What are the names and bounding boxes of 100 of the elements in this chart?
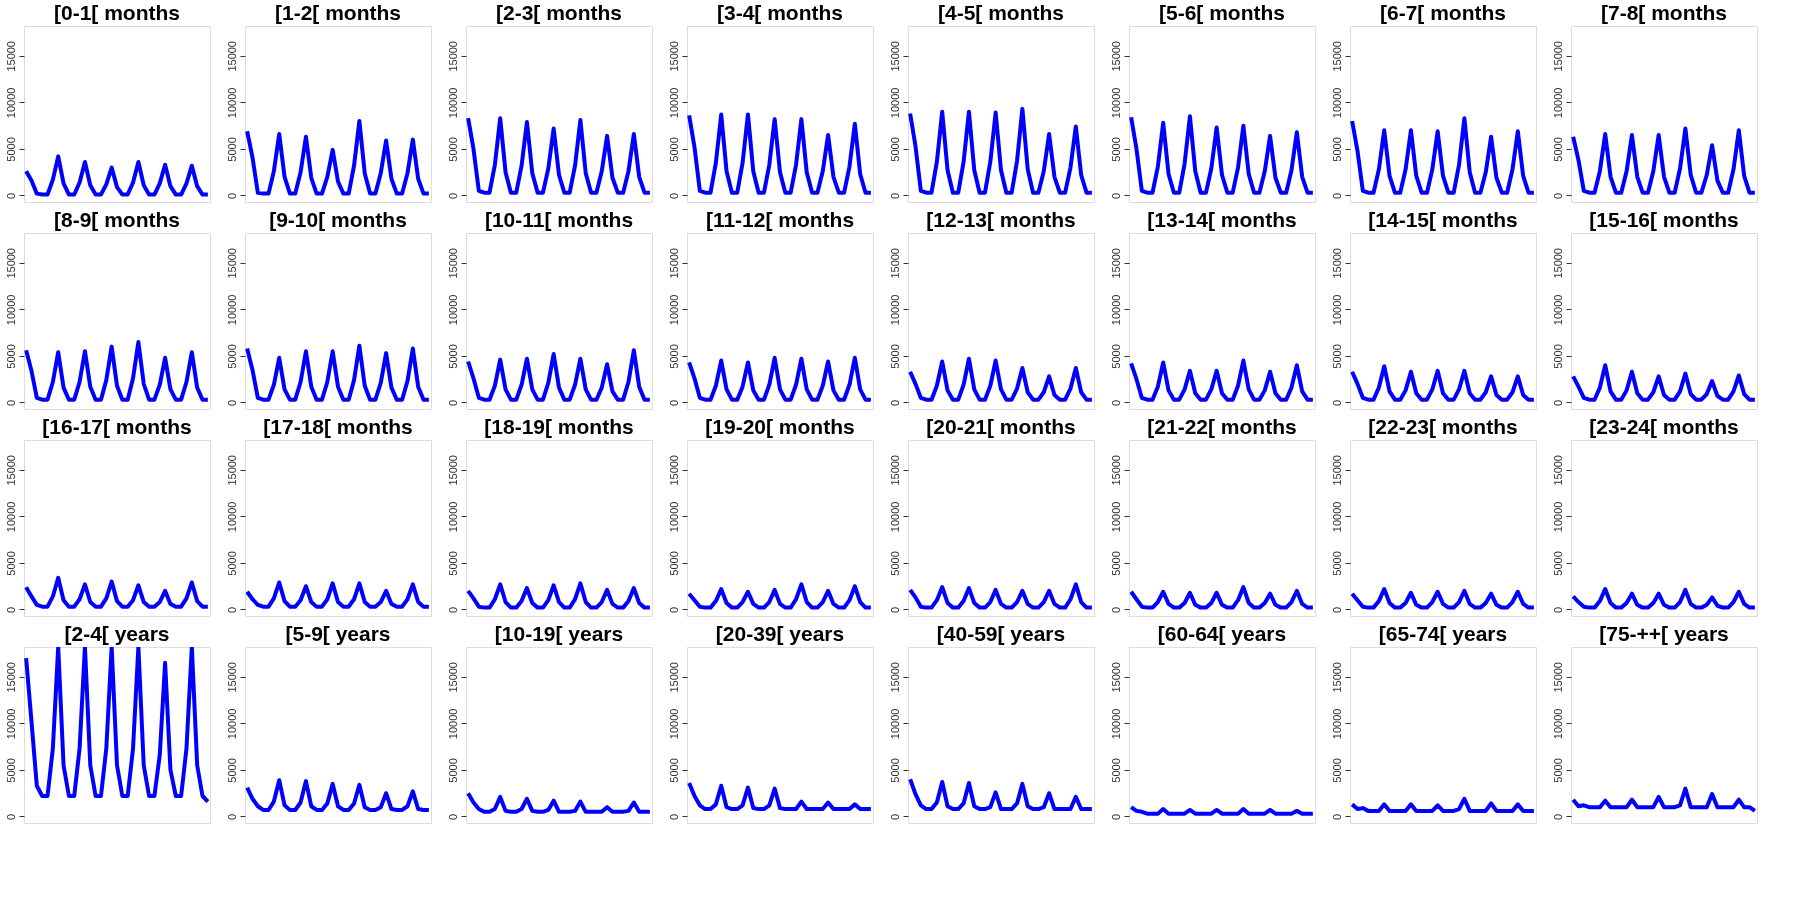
y-tick-label: 15000 xyxy=(1109,248,1122,279)
chart-title: [13-14[ months xyxy=(1147,208,1297,231)
y-tick-label: 5000 xyxy=(446,137,459,162)
y-tick-label: 10000 xyxy=(667,708,680,740)
line-series xyxy=(908,356,1094,402)
y-tick-label: 15000 xyxy=(446,248,459,279)
y-tick-label: 0 xyxy=(1551,192,1564,200)
line-series xyxy=(1350,796,1536,813)
y-tick-label: 5000 xyxy=(1330,758,1343,783)
y-tick-label: 0 xyxy=(225,192,238,200)
y-tick-label: 15000 xyxy=(1551,662,1564,693)
y-tick-label: 10000 xyxy=(888,501,901,533)
y-tick-label: 5000 xyxy=(4,551,17,576)
y-tick-label: 0 xyxy=(1330,813,1343,821)
chart-title: [6-7[ months xyxy=(1380,1,1506,24)
y-tick-label: 0 xyxy=(446,813,459,821)
y-tick-label: 10000 xyxy=(888,294,901,326)
chart-title: [10-19[ years xyxy=(494,622,624,645)
chart-title: [18-19[ months xyxy=(484,415,634,438)
y-tick-label: 15000 xyxy=(4,455,17,486)
line-series xyxy=(1571,786,1757,813)
y-tick-label: 15000 xyxy=(1330,248,1343,279)
chart-title: [5-6[ months xyxy=(1159,1,1285,24)
y-tick-label: 15000 xyxy=(4,248,17,279)
chart-title: [1-2[ months xyxy=(275,1,401,24)
line-series xyxy=(687,112,873,195)
y-tick-label: 5000 xyxy=(1551,758,1564,783)
y-tick-label: 0 xyxy=(888,399,901,407)
line-series xyxy=(24,575,210,609)
line-series xyxy=(1571,587,1757,610)
y-tick-label: 15000 xyxy=(888,41,901,72)
y-tick-label: 0 xyxy=(1330,399,1343,407)
y-tick-label: 10000 xyxy=(1109,708,1122,740)
y-tick-label: 5000 xyxy=(446,758,459,783)
y-tick-label: 5000 xyxy=(4,344,17,369)
y-tick-label: 5000 xyxy=(1551,137,1564,162)
chart-title: [65-74[ years xyxy=(1378,622,1508,645)
y-tick-label: 5000 xyxy=(1109,758,1122,783)
y-tick-label: 15000 xyxy=(1330,41,1343,72)
line-series xyxy=(1129,805,1315,816)
chart-title: [16-17[ months xyxy=(42,415,192,438)
chart-title: [15-16[ months xyxy=(1589,208,1739,231)
y-tick-label: 15000 xyxy=(1551,41,1564,72)
y-tick-label: 5000 xyxy=(4,758,17,783)
y-tick-label: 15000 xyxy=(446,662,459,693)
y-tick-label: 0 xyxy=(225,606,238,614)
line-series xyxy=(24,154,210,197)
y-tick-label: 5000 xyxy=(1330,551,1343,576)
chart-title: [14-15[ months xyxy=(1368,208,1518,231)
chart-title: [9-10[ months xyxy=(269,208,407,231)
y-tick-label: 5000 xyxy=(667,551,680,576)
chart-title: [40-59[ years xyxy=(936,622,1066,645)
y-tick-label: 5000 xyxy=(667,137,680,162)
y-tick-label: 10000 xyxy=(225,708,238,740)
line-series xyxy=(466,791,652,814)
y-tick-label: 0 xyxy=(4,192,17,200)
y-tick-label: 5000 xyxy=(1330,137,1343,162)
y-tick-label: 15000 xyxy=(667,455,680,486)
y-tick-label: 10000 xyxy=(225,87,238,119)
y-tick-label: 5000 xyxy=(225,137,238,162)
chart-title: [21-22[ months xyxy=(1147,415,1297,438)
line-series xyxy=(245,118,431,196)
y-tick-label: 5000 xyxy=(888,137,901,162)
line-series xyxy=(466,348,652,402)
y-tick-label: 0 xyxy=(446,399,459,407)
y-tick-label: 10000 xyxy=(667,501,680,533)
chart-title: [20-39[ years xyxy=(715,622,845,645)
y-tick-label: 10000 xyxy=(1551,708,1564,740)
y-tick-label: 5000 xyxy=(1551,551,1564,576)
y-tick-label: 0 xyxy=(1109,399,1122,407)
y-tick-label: 10000 xyxy=(1551,87,1564,119)
y-tick-label: 15000 xyxy=(888,662,901,693)
y-tick-label: 10000 xyxy=(4,87,17,119)
y-tick-label: 15000 xyxy=(446,41,459,72)
y-tick-label: 10000 xyxy=(1330,294,1343,326)
line-series xyxy=(466,116,652,195)
chart-title: [12-13[ months xyxy=(926,208,1076,231)
y-tick-label: 0 xyxy=(1330,606,1343,614)
y-tick-label: 15000 xyxy=(667,248,680,279)
chart-title: [23-24[ months xyxy=(1589,415,1739,438)
y-tick-label: 10000 xyxy=(1330,87,1343,119)
line-series xyxy=(908,777,1094,812)
y-tick-label: 5000 xyxy=(667,344,680,369)
y-tick-label: 0 xyxy=(1551,606,1564,614)
y-tick-label: 0 xyxy=(1551,813,1564,821)
y-tick-label: 10000 xyxy=(1109,294,1122,326)
line-series xyxy=(245,343,431,402)
line-series xyxy=(1129,358,1315,402)
chart-title: [10-11[ months xyxy=(484,208,634,231)
y-tick-label: 0 xyxy=(667,606,680,614)
y-tick-label: 5000 xyxy=(1330,344,1343,369)
y-tick-label: 15000 xyxy=(1330,455,1343,486)
y-tick-label: 10000 xyxy=(667,294,680,326)
y-tick-label: 10000 xyxy=(1551,294,1564,326)
y-tick-label: 5000 xyxy=(888,551,901,576)
line-series xyxy=(245,778,431,812)
y-tick-label: 5000 xyxy=(446,551,459,576)
y-tick-label: 0 xyxy=(888,606,901,614)
y-tick-label: 10000 xyxy=(446,708,459,740)
y-tick-label: 15000 xyxy=(888,248,901,279)
